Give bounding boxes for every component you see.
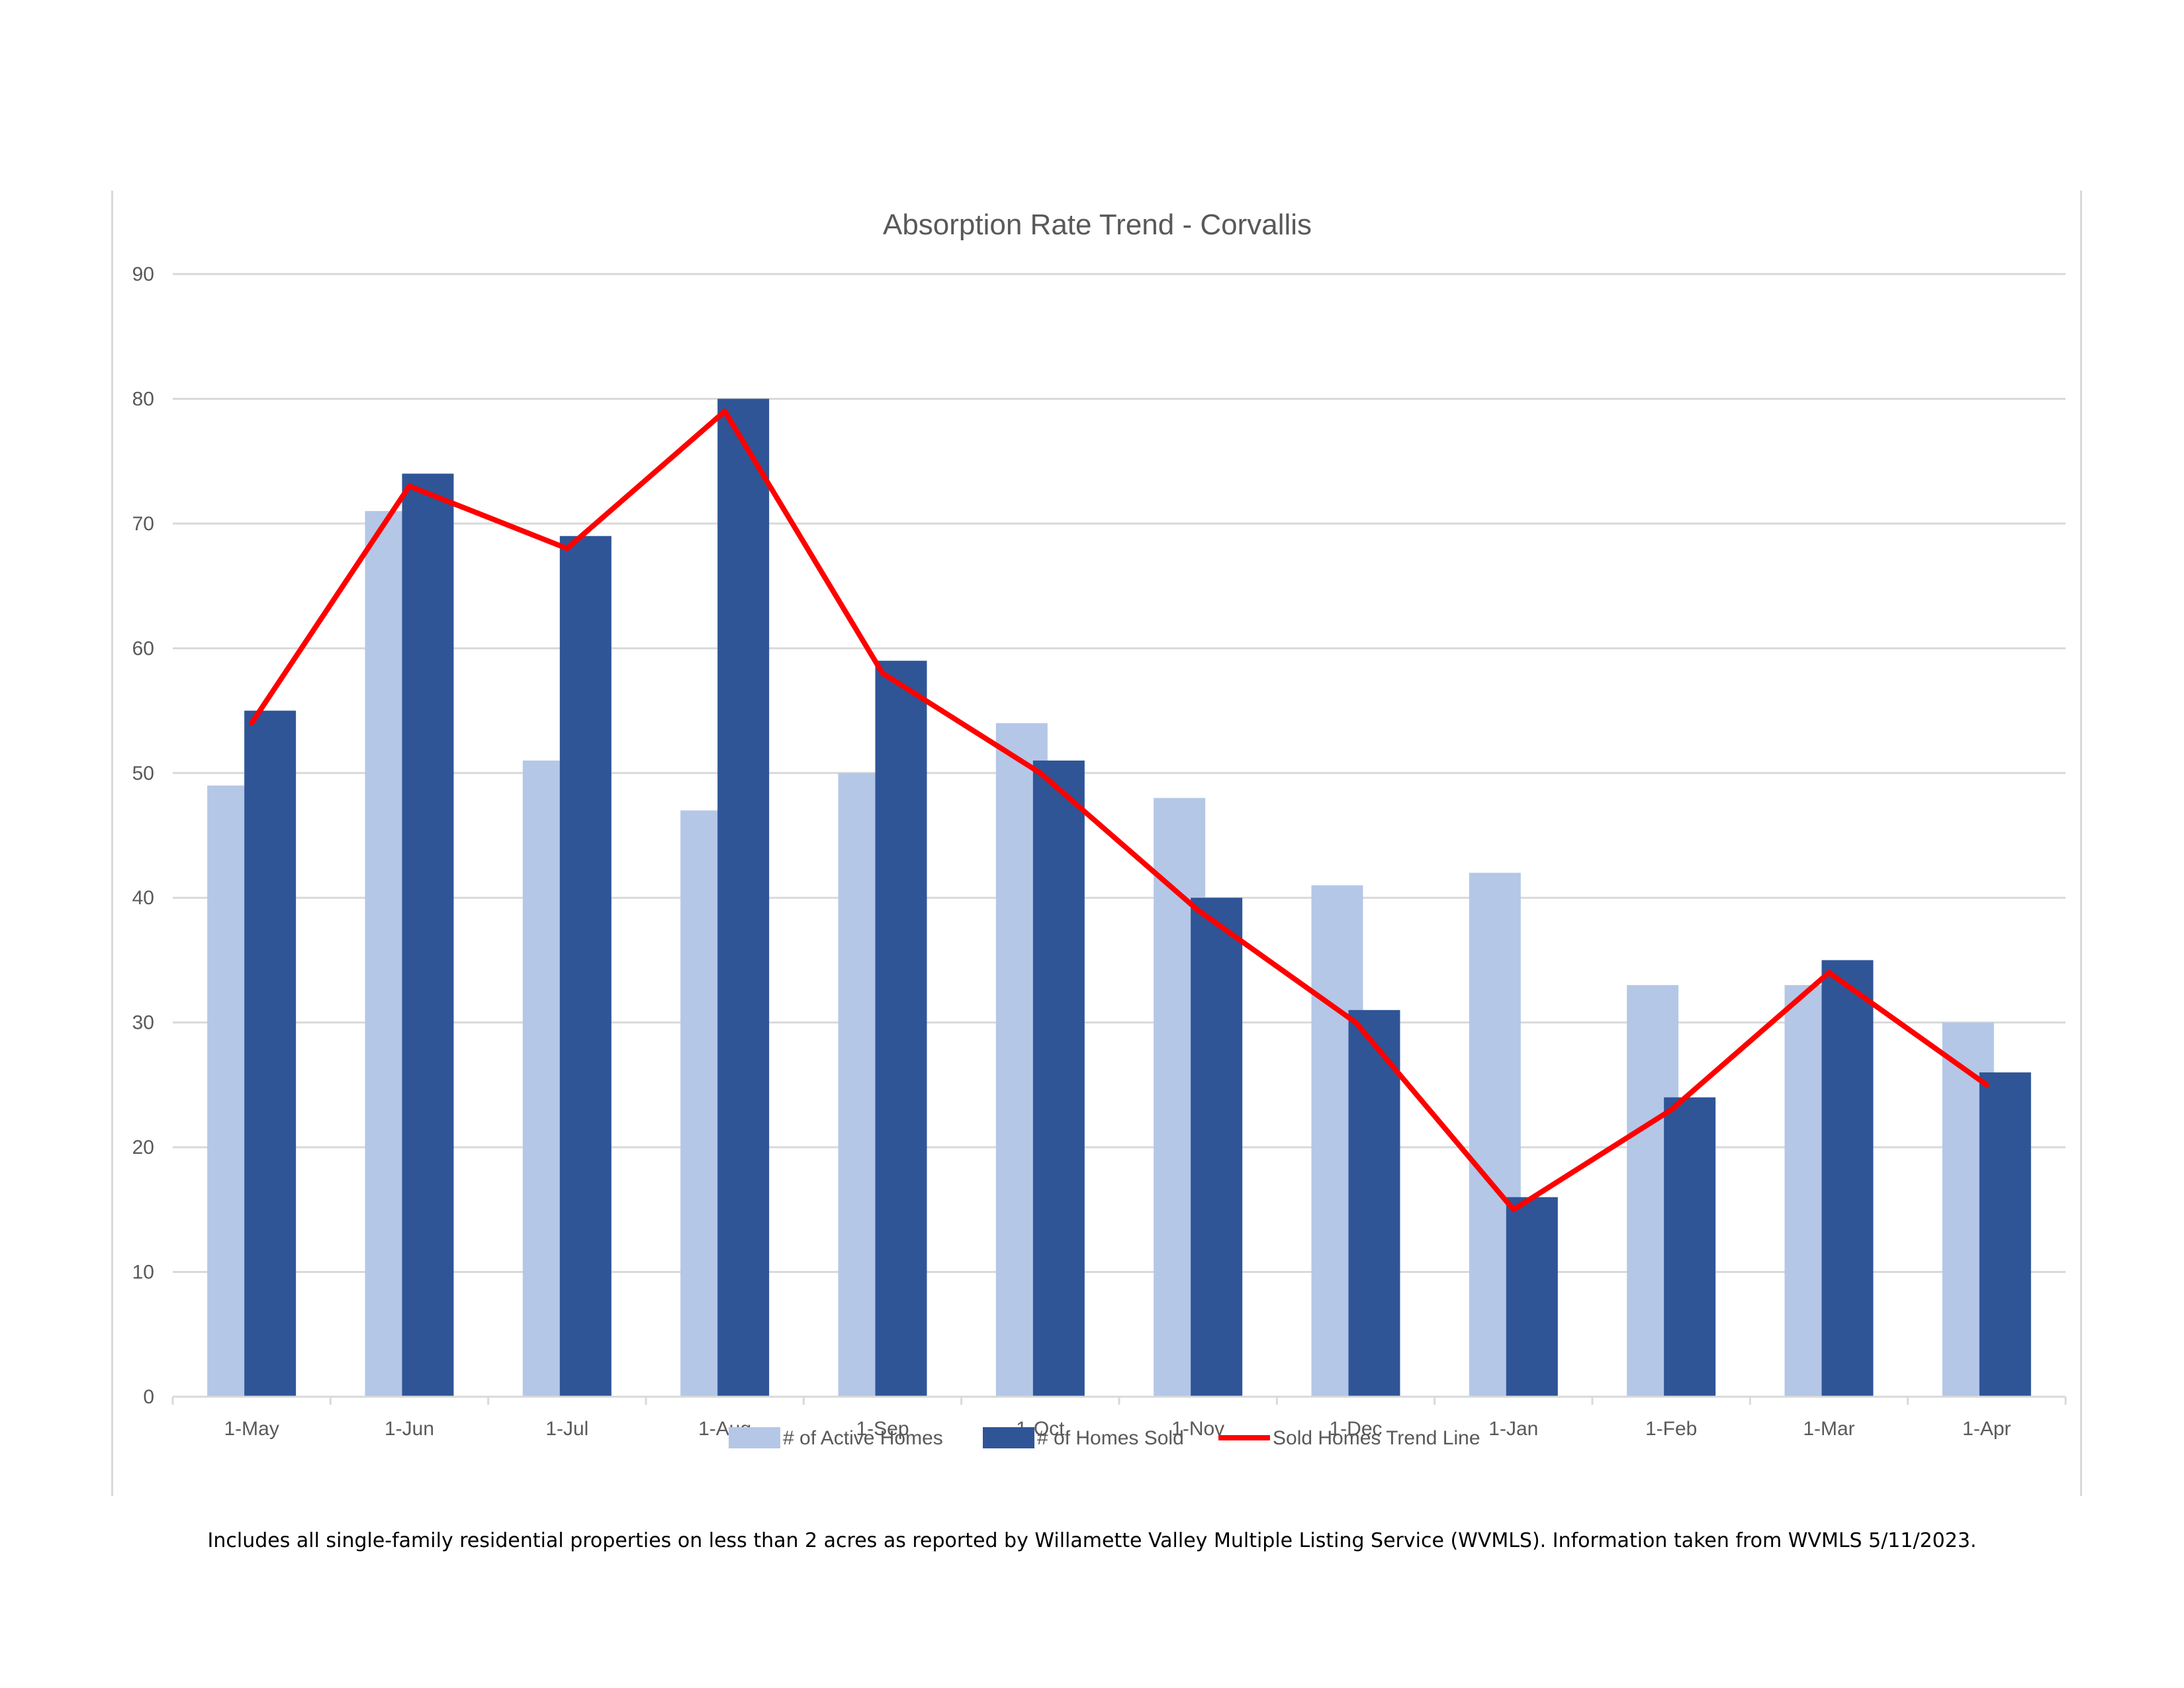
chart-title: Absorption Rate Trend - Corvallis bbox=[883, 209, 1312, 241]
y-tick-label: 40 bbox=[132, 887, 154, 909]
legend-active-homes-swatch bbox=[729, 1427, 780, 1448]
y-tick-label: 90 bbox=[132, 263, 154, 285]
bar-homes-sold bbox=[1821, 960, 1874, 1397]
legend: # of Active Homes # of Homes Sold Sold Hom… bbox=[729, 1427, 1480, 1449]
chart-frame: Absorption Rate Trend - Corvallis 0 10 20 3… bbox=[111, 191, 2082, 1496]
y-tick-label: 20 bbox=[132, 1137, 154, 1158]
chart-svg: Absorption Rate Trend - Corvallis 0 10 20 3… bbox=[132, 209, 2067, 1449]
x-tick-label: 1-Jan bbox=[1488, 1418, 1538, 1440]
x-axis bbox=[171, 1395, 2067, 1405]
bar-homes-sold bbox=[1664, 1097, 1716, 1397]
x-tick-label: 1-Jun bbox=[385, 1418, 434, 1440]
bar-homes-sold bbox=[244, 710, 296, 1397]
bars bbox=[207, 399, 2031, 1397]
bar-homes-sold bbox=[1032, 760, 1085, 1397]
y-tick-label: 60 bbox=[132, 637, 154, 659]
bar-homes-sold bbox=[875, 661, 927, 1397]
x-tick-label: 1-Mar bbox=[1803, 1418, 1854, 1440]
x-tick-label: 1-Feb bbox=[1645, 1418, 1697, 1440]
y-tick-label: 70 bbox=[132, 513, 154, 535]
legend-homes-sold-label: # of Homes Sold bbox=[1037, 1427, 1184, 1449]
y-tick-label: 0 bbox=[143, 1386, 154, 1408]
x-tick-label: 1-May bbox=[224, 1418, 279, 1440]
legend-active-homes-label: # of Active Homes bbox=[783, 1427, 943, 1449]
y-tick-label: 10 bbox=[132, 1262, 154, 1284]
x-axis-ticks: 1-May 1-Jun 1-Jul 1-Aug 1-Sep 1-Oct 1-Nov 1-Dec… bbox=[224, 1418, 2011, 1440]
x-tick-label: 1-Jul bbox=[545, 1418, 588, 1440]
bar-homes-sold bbox=[1979, 1072, 2031, 1397]
y-axis-ticks: 0 10 20 30 40 50 60 70 80 90 bbox=[132, 263, 154, 1408]
bar-homes-sold bbox=[1348, 1009, 1400, 1397]
bar-homes-sold bbox=[402, 473, 454, 1397]
legend-trend-line-label: Sold Homes Trend Line bbox=[1273, 1427, 1480, 1449]
trend-line-path bbox=[249, 408, 1989, 1213]
y-tick-label: 30 bbox=[132, 1012, 154, 1034]
bar-homes-sold bbox=[559, 536, 612, 1397]
legend-homes-sold-swatch bbox=[983, 1427, 1034, 1448]
x-tick-label: 1-Dec bbox=[1329, 1418, 1382, 1440]
gridlines bbox=[173, 273, 2066, 1274]
x-tick-label: 1-Sep bbox=[856, 1418, 909, 1440]
bar-homes-sold bbox=[1506, 1197, 1558, 1397]
trend-line bbox=[249, 408, 1989, 1213]
y-tick-label: 80 bbox=[132, 388, 154, 410]
x-tick-label: 1-Apr bbox=[1962, 1418, 2011, 1440]
bar-homes-sold bbox=[717, 399, 770, 1397]
footnote: Includes all single-family residential p… bbox=[207, 1529, 1977, 1552]
x-tick-label: 1-Nov bbox=[1171, 1418, 1224, 1440]
y-tick-label: 50 bbox=[132, 763, 154, 784]
bar-homes-sold bbox=[1191, 898, 1243, 1397]
